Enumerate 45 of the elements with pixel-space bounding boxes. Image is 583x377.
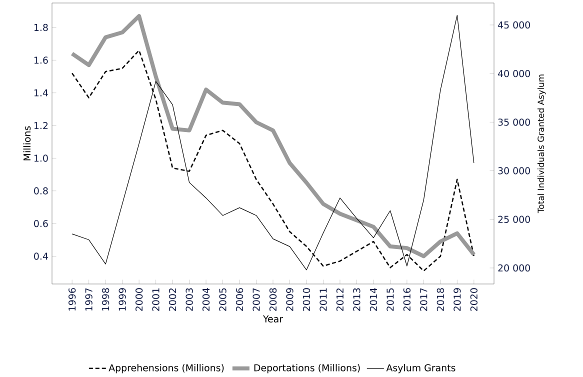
x-tick-label: 2019 (454, 288, 461, 312)
y-tick-label: 0.4 (34, 252, 48, 260)
x-tick-label: 2016 (403, 288, 411, 312)
y-axis-title: Millions (23, 126, 31, 160)
y-tick-label: 1.4 (34, 90, 48, 96)
x-tick-label: 2014 (370, 288, 378, 312)
y2-tick-label: 35 000 (498, 118, 530, 126)
x-tick-label: 2006 (236, 288, 244, 312)
x-tick-label: 2010 (302, 288, 310, 312)
y2-tick-label: 45 000 (498, 22, 530, 29)
x-tick-label: 2004 (202, 288, 210, 312)
x-tick-label: 2003 (186, 288, 193, 312)
legend-label: Asylum Grants (386, 364, 456, 374)
x-tick-label: 1999 (118, 288, 126, 311)
x-tick-label: 2015 (386, 288, 394, 312)
x-tick-label: 1996 (68, 288, 76, 311)
x-tick-label: 2005 (219, 288, 226, 312)
x-tick-label: 2008 (269, 288, 277, 312)
x-axis-title: Year (262, 316, 284, 323)
x-tick-label: 2012 (336, 288, 344, 312)
y2-tick-label: 30 000 (498, 167, 530, 174)
y2-tick-label: 25 000 (498, 216, 530, 224)
x-tick-label: 2000 (135, 288, 143, 312)
legend-label: Apprehensions (Millions) (108, 364, 224, 374)
y-tick-label: 1.6 (34, 56, 48, 64)
x-tick-label: 2018 (436, 288, 444, 312)
x-tick-label: 2020 (470, 288, 478, 312)
x-tick-label: 2009 (286, 288, 294, 312)
y-tick-label: 0.8 (34, 187, 48, 195)
x-tick-label: 2013 (353, 288, 360, 312)
y2-tick-label: 40 000 (498, 70, 530, 78)
x-tick-label: 1997 (85, 288, 92, 311)
y-tick-label: 1.8 (34, 24, 48, 32)
y2-tick-label: 20 000 (498, 264, 530, 272)
legend-label: Deportations (Millions) (254, 364, 360, 374)
y-tick-label: 1.2 (34, 122, 48, 130)
x-tick-label: 2007 (252, 288, 260, 312)
x-tick-label: 2002 (168, 288, 176, 312)
x-tick-label: 2017 (420, 288, 428, 312)
x-tick-label: 1998 (102, 288, 110, 311)
x-tick-label: 2001 (152, 288, 160, 312)
x-tick-label: 2011 (320, 288, 327, 312)
y-tick-label: 0.6 (34, 220, 48, 228)
y2-axis-title: Total Individuals Granted Asylum (537, 74, 546, 214)
y-tick-label: 1.0 (34, 154, 48, 162)
